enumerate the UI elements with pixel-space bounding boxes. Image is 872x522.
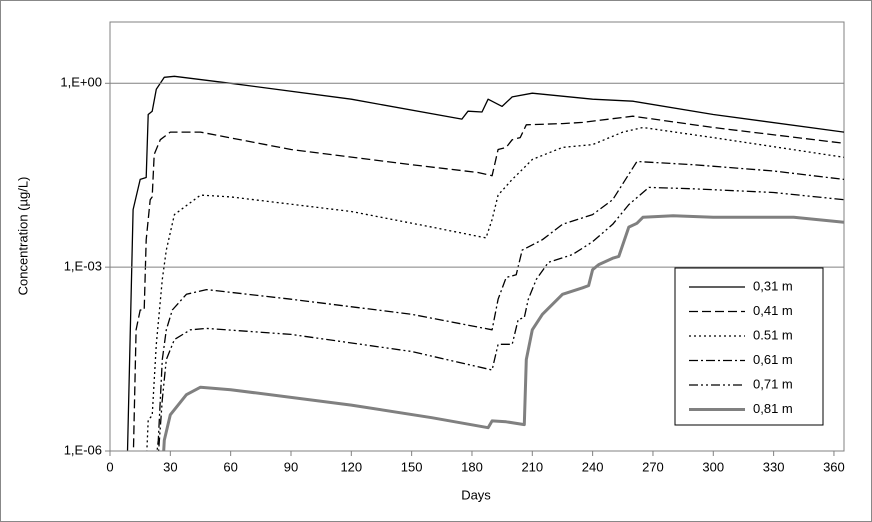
series-line	[156, 160, 844, 451]
x-axis-label: Days	[461, 487, 491, 502]
x-tick-label: 330	[763, 459, 785, 474]
x-tick-label: 150	[401, 459, 423, 474]
x-tick-label: 0	[106, 459, 113, 474]
legend-label: 0,81 m	[753, 401, 793, 416]
series-line	[162, 214, 844, 451]
legend-label: 0,61 m	[753, 352, 793, 367]
x-tick-label: 30	[163, 459, 177, 474]
x-tick-label: 360	[823, 459, 845, 474]
series-line	[132, 115, 844, 451]
legend-label: 0,41 m	[753, 303, 793, 318]
series-line	[146, 126, 844, 451]
plot	[126, 75, 844, 451]
x-tick-label: 300	[702, 459, 724, 474]
series-line	[157, 186, 844, 451]
x-tick-label: 60	[223, 459, 237, 474]
series-line	[126, 75, 844, 451]
y-tick-label: 1,E+00	[60, 75, 102, 90]
y-tick-label: 1,E-06	[64, 442, 102, 457]
x-tick-label: 90	[284, 459, 298, 474]
legend-label: 0.51 m	[753, 327, 793, 342]
legend-label: 0,71 m	[753, 376, 793, 391]
y-axis-label: Concentration (µg/L)	[15, 177, 30, 296]
y-tick-label: 1,E-03	[64, 259, 102, 274]
legend-box	[674, 267, 824, 426]
x-tick-label: 210	[521, 459, 543, 474]
x-tick-label: 120	[340, 459, 362, 474]
x-tick-label: 240	[582, 459, 604, 474]
x-tick-label: 270	[642, 459, 664, 474]
legend-label: 0,31 m	[753, 278, 793, 293]
x-tick-label: 180	[461, 459, 483, 474]
